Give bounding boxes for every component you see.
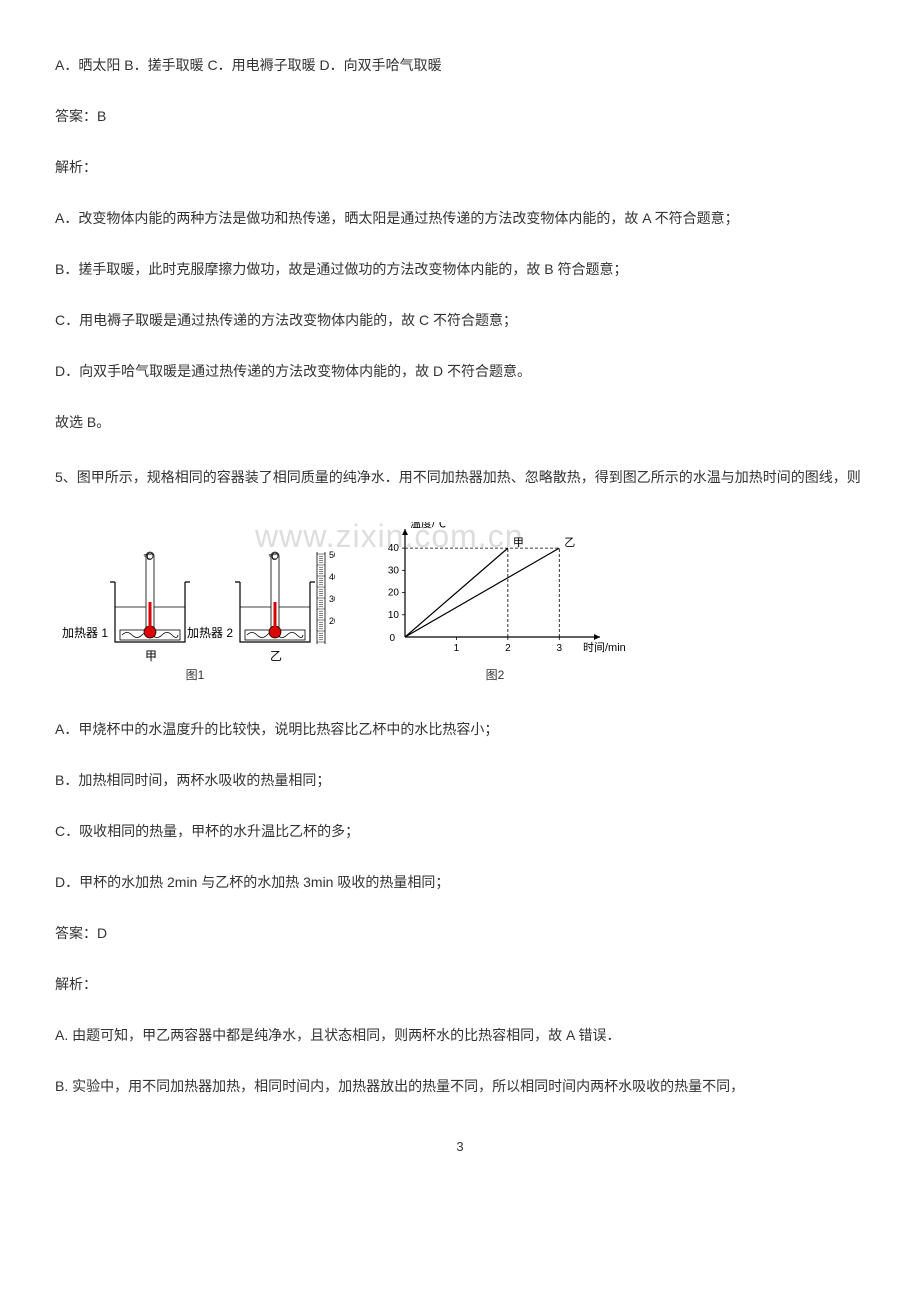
q5-answer: 答案：D xyxy=(55,923,865,944)
q4-explain-c: C．用电褥子取暖是通过热传递的方法改变物体内能的，故 C 不符合题意； xyxy=(55,310,865,331)
q5-opt-d: D．甲杯的水加热 2min 与乙杯的水加热 3min 吸收的热量相同； xyxy=(55,872,865,893)
svg-text:30: 30 xyxy=(388,566,400,577)
q4-options-line: A．晒太阳 B．搓手取暖 C．用电褥子取暖 D．向双手哈气取暖 xyxy=(55,55,865,76)
q4-explain-d: D．向双手哈气取暖是通过热传递的方法改变物体内能的，故 D 不符合题意。 xyxy=(55,361,865,382)
q5-opt-c: C．吸收相同的热量，甲杯的水升温比乙杯的多； xyxy=(55,821,865,842)
q4-explain-b: B．搓手取暖，此时克服摩擦力做功，故是通过做功的方法改变物体内能的，故 B 符合… xyxy=(55,259,865,280)
svg-text:20: 20 xyxy=(329,616,335,626)
svg-text:0: 0 xyxy=(389,633,395,644)
svg-text:加热器 2: 加热器 2 xyxy=(187,626,233,640)
fig1-label: 图1 xyxy=(186,666,205,684)
q5-opt-a: A．甲烧杯中的水温度升的比较快，说明比热容比乙杯中的水比热容小； xyxy=(55,719,865,740)
beaker-svg: ℃ 加热器 1 甲 ℃ 加热器 2 乙 xyxy=(55,542,335,662)
svg-text:30: 30 xyxy=(329,594,335,604)
q4-answer: 答案：B xyxy=(55,106,865,127)
line-chart: 0 10 20 30 40 1 2 3 温度/℃ 时间/min 甲 乙 图2 xyxy=(365,522,625,684)
svg-text:甲: 甲 xyxy=(145,649,157,662)
svg-text:℃: ℃ xyxy=(268,553,277,562)
q5-explain-label: 解析： xyxy=(55,974,865,995)
beaker-diagram: ℃ 加热器 1 甲 ℃ 加热器 2 乙 xyxy=(55,542,335,684)
fig2-label: 图2 xyxy=(486,666,505,684)
svg-text:50: 50 xyxy=(329,550,335,560)
svg-text:3: 3 xyxy=(557,643,563,654)
svg-text:℃: ℃ xyxy=(143,553,152,562)
svg-text:2: 2 xyxy=(505,643,511,654)
q4-explain-a: A．改变物体内能的两种方法是做功和热传递，晒太阳是通过热传递的方法改变物体内能的… xyxy=(55,208,865,229)
svg-text:加热器 1: 加热器 1 xyxy=(62,626,108,640)
svg-text:10: 10 xyxy=(388,610,400,621)
q4-explain-label: 解析： xyxy=(55,157,865,178)
svg-text:温度/℃: 温度/℃ xyxy=(410,522,446,530)
chart-svg: 0 10 20 30 40 1 2 3 温度/℃ 时间/min 甲 乙 xyxy=(365,522,625,662)
q5-figure: www.zixin.com.cn ℃ 加热器 1 xyxy=(55,522,865,684)
svg-text:甲: 甲 xyxy=(513,538,524,550)
svg-text:乙: 乙 xyxy=(564,537,575,550)
svg-text:20: 20 xyxy=(388,588,400,599)
q5-exp-a: A. 由题可知，甲乙两容器中都是纯净水，且状态相同，则两杯水的比热容相同，故 A… xyxy=(55,1025,865,1046)
q4-final: 故选 B。 xyxy=(55,412,865,433)
svg-text:时间/min: 时间/min xyxy=(583,641,625,654)
svg-text:乙: 乙 xyxy=(270,649,282,662)
svg-text:40: 40 xyxy=(388,544,400,555)
page-number: 3 xyxy=(55,1137,865,1157)
q5-stem: 5、图甲所示，规格相同的容器装了相同质量的纯净水．用不同加热器加热、忽略散热，得… xyxy=(55,463,865,492)
svg-text:1: 1 xyxy=(454,643,460,654)
q5-exp-b: B. 实验中，用不同加热器加热，相同时间内，加热器放出的热量不同，所以相同时间内… xyxy=(55,1076,865,1097)
svg-text:40: 40 xyxy=(329,572,335,582)
q5-opt-b: B．加热相同时间，两杯水吸收的热量相同； xyxy=(55,770,865,791)
